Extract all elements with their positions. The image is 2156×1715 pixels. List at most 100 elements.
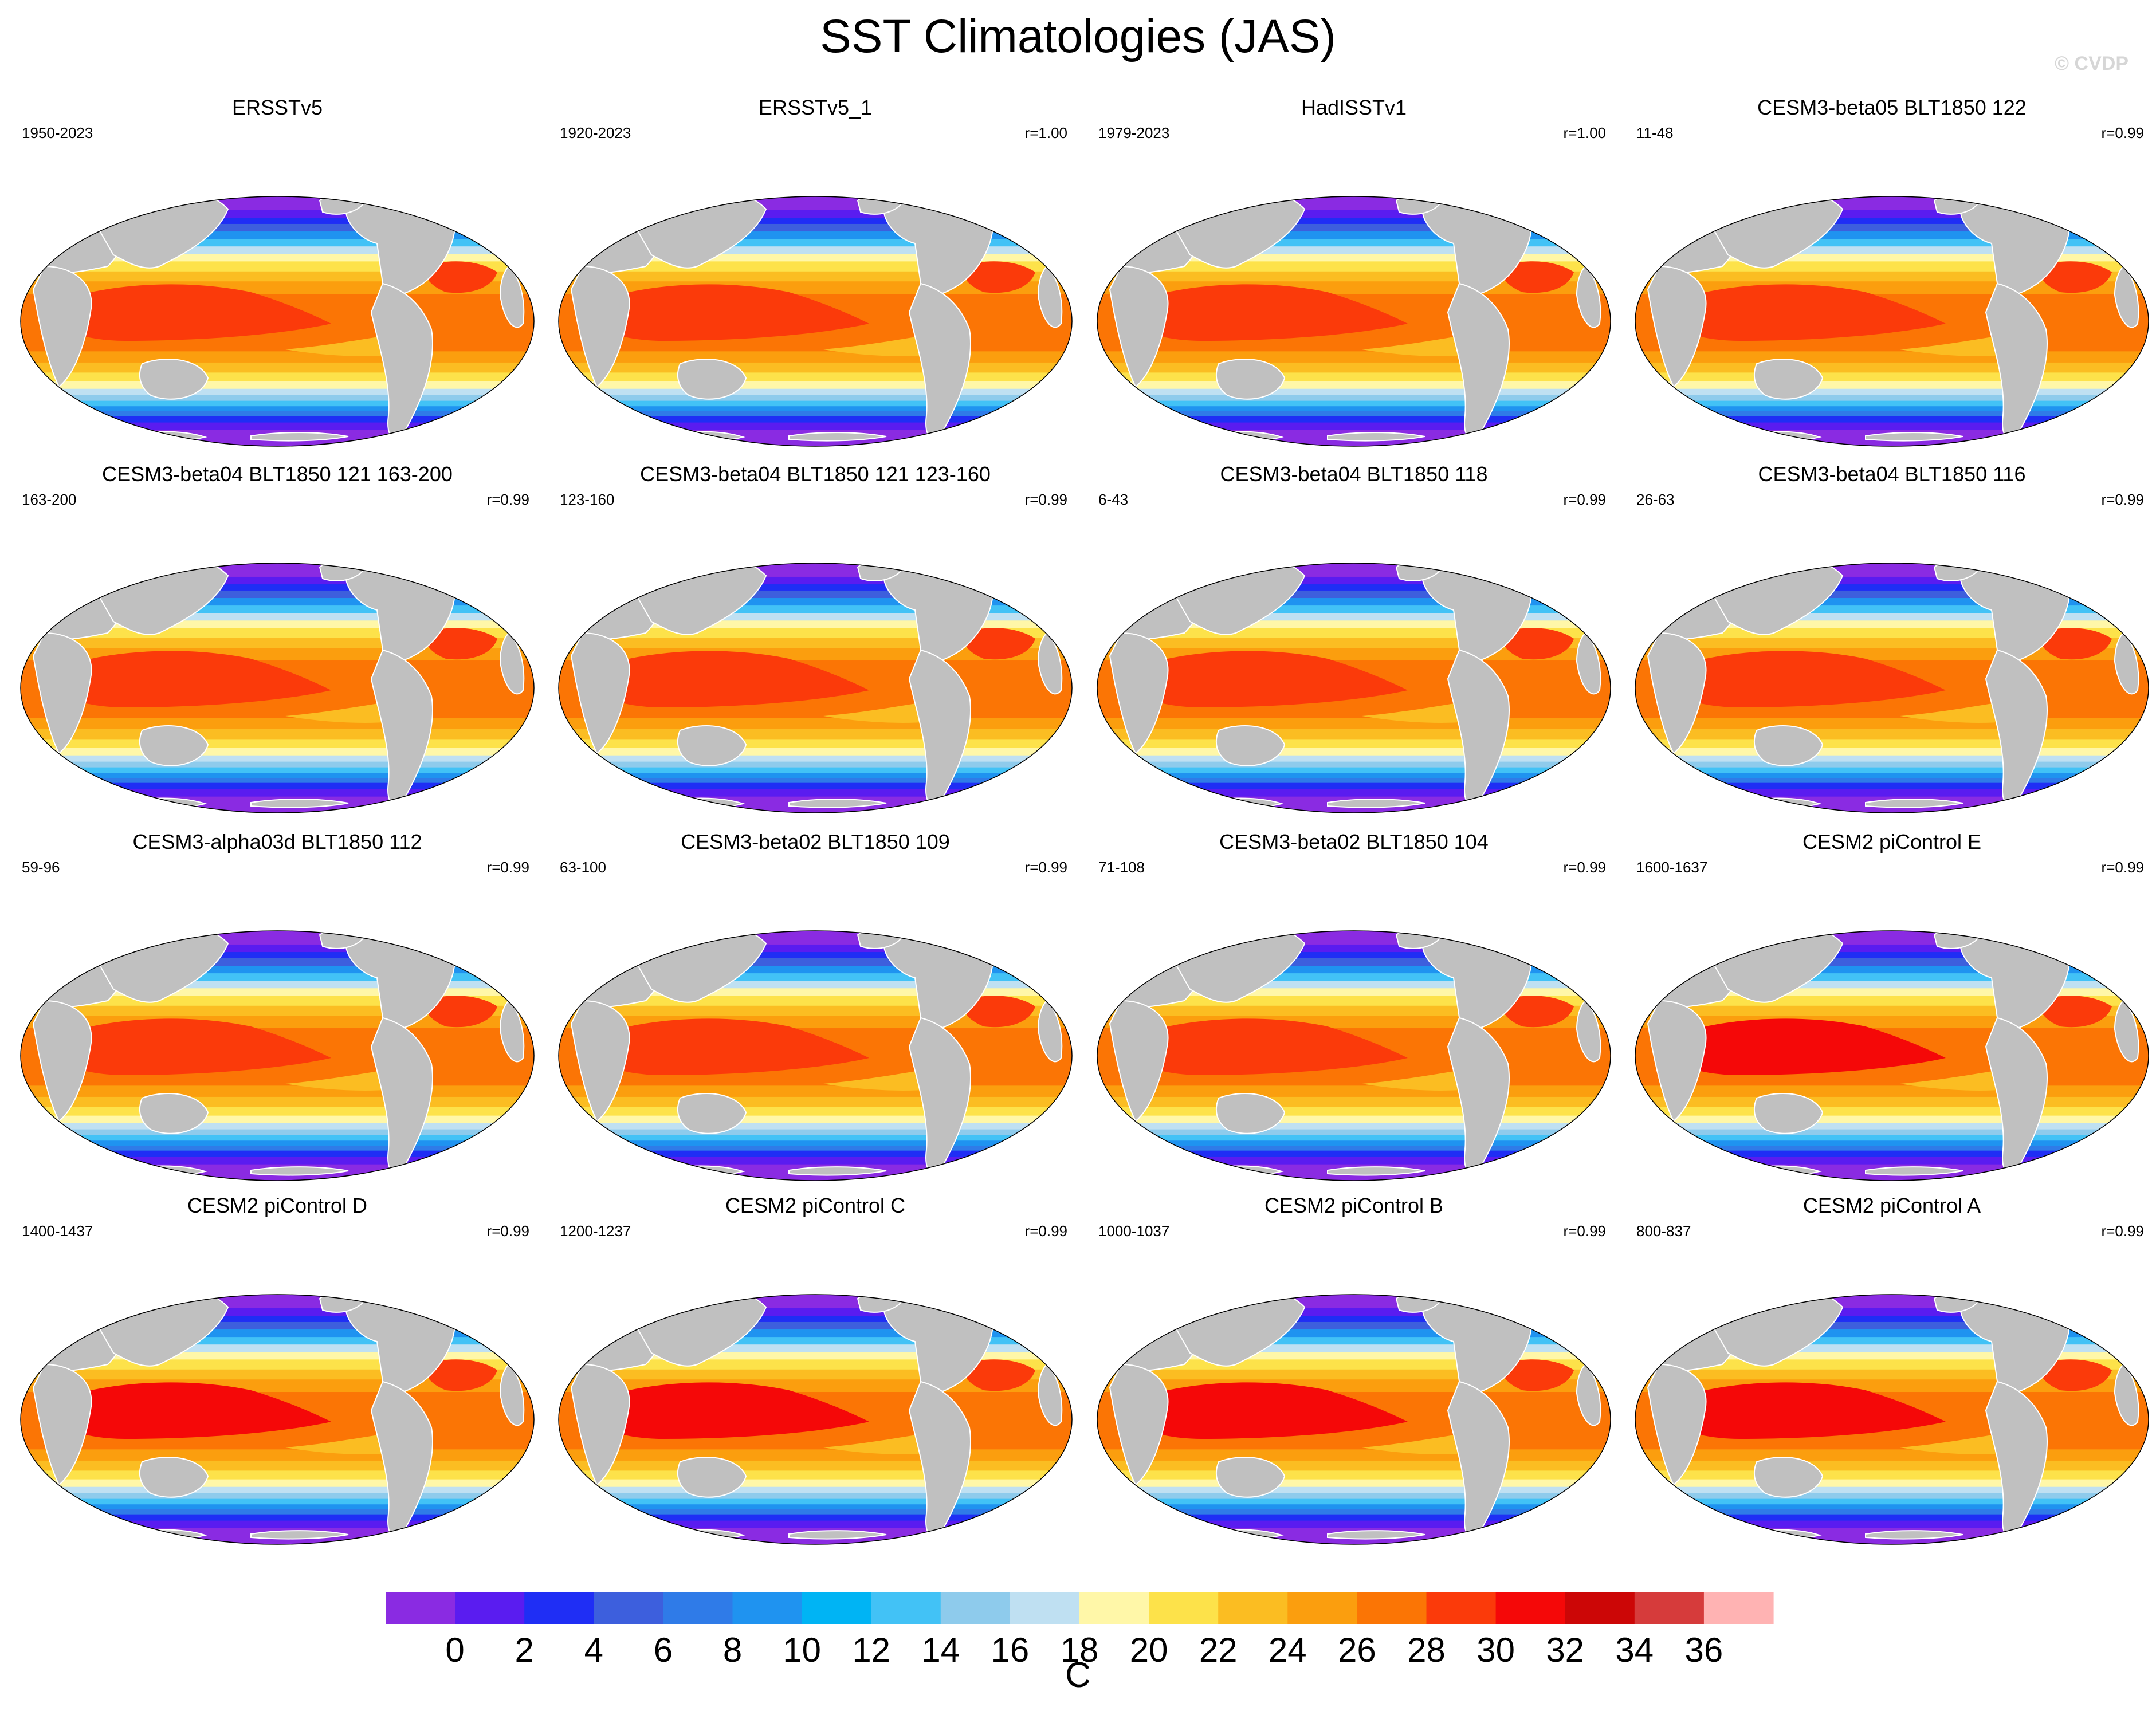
sst-band [21,1520,534,1529]
map-outline [558,1294,1073,1545]
sst-band [1635,218,2149,225]
sst-band [1097,761,1611,768]
panel-title: CESM3-beta04 BLT1850 118 [1220,462,1488,486]
sst-map [1635,1294,2149,1545]
land-mass [570,1000,630,1122]
sst-band [1635,1115,2149,1124]
land-mass [1576,1000,1601,1063]
sst-band [1097,351,1611,363]
panel-title: CESM3-beta04 BLT1850 116 [1758,462,2026,486]
sst-band [559,1135,1072,1142]
atlantic-warm-region [2037,261,2112,293]
sst-band [1097,1486,1611,1494]
sst-band [1097,1308,1611,1316]
sst-band [1097,1295,1611,1309]
warm-pool [1121,1382,1408,1439]
sst-band [1635,1498,2149,1505]
sst-band [559,1150,1072,1158]
sst-band [1097,1514,1611,1521]
sst-map [20,196,535,447]
land-mass [651,1529,745,1541]
sst-band [1097,1449,1611,1461]
sst-band [559,395,1072,402]
panel-years: 1920-2023 [560,124,631,141]
atlantic-warm-region [423,261,497,293]
sst-band [559,406,1072,412]
warm-pool [583,284,869,341]
sst-band [1635,1321,2149,1330]
sst-band [1097,773,1611,778]
sst-band [1097,210,1611,218]
panel-years: 163-200 [22,491,77,508]
sst-band [1097,395,1611,402]
cold-tongue [285,1069,391,1091]
sst-band [21,1479,534,1488]
land-mass [2114,1000,2139,1063]
panel-title: HadISSTv1 [1301,96,1407,119]
panel-years: 800-837 [1636,1222,1691,1240]
sst-band [559,1460,1072,1472]
sst-band [1097,777,1611,784]
sst-band [1635,576,2149,585]
sst-band [21,1150,534,1158]
sst-map [20,563,535,813]
map-outline [558,196,1073,447]
land-mass [1576,1363,1601,1426]
sst-band [1635,362,2149,373]
panel-correlation: r=1.00 [1024,124,1067,141]
sst-band [1635,748,2149,756]
sst-band [559,223,1072,232]
sst-band [1635,395,2149,402]
panel-title: CESM2 piControl D [187,1194,368,1217]
land-mass [570,265,630,388]
sst-band [1635,767,2149,774]
sst-band [559,755,1072,762]
land-mass [1109,632,1169,754]
panel-correlation: r=0.99 [1563,1222,1606,1240]
sst-band [1097,931,1611,945]
sst-band [559,1085,1072,1098]
sst-band [1097,718,1611,730]
sst-band [1635,400,2149,407]
sst-band [559,411,1072,417]
land-mass [2114,265,2139,328]
sst-band [21,748,534,756]
sst-band [559,789,1072,797]
sst-band [559,1504,1072,1510]
sst-band [559,958,1072,966]
sst-band [1097,1115,1611,1124]
sst-band [559,729,1072,740]
sst-map [1635,196,2149,447]
cold-tongue [1362,1433,1468,1454]
sst-band [1097,755,1611,762]
land-mass [1865,1166,1963,1176]
map-panel: CESM3-beta04 BLT1850 121 123-160 123-160 r… [548,461,1082,823]
sst-map [1635,930,2149,1181]
colorbar-units: C [1065,1655,1091,1695]
sst-band [559,1096,1072,1108]
panel-correlation: r=0.99 [2101,1222,2144,1240]
panel-title: CESM3-beta02 BLT1850 104 [1219,830,1489,853]
land-mass [250,1166,349,1176]
land-mass [1189,1529,1284,1541]
warm-pool [45,651,331,707]
sst-band [21,718,534,730]
sst-band [1635,584,2149,591]
sst-band [21,1140,534,1146]
sst-band [21,422,534,431]
sst-band [1635,739,2149,749]
sst-band [21,1096,534,1108]
sst-band [1097,196,1611,211]
land-mass [788,432,887,442]
land-mass [570,632,630,754]
sst-band [1635,411,2149,417]
sst-band [21,1115,534,1124]
sst-band [559,1470,1072,1480]
map-outline [558,563,1073,813]
panel-years: 63-100 [560,859,606,876]
land-mass [2114,1363,2139,1426]
sst-band [1635,782,2149,790]
land-mass [499,1000,525,1063]
panel-title: CESM3-beta02 BLT1850 109 [681,830,950,853]
sst-band [559,1486,1072,1494]
